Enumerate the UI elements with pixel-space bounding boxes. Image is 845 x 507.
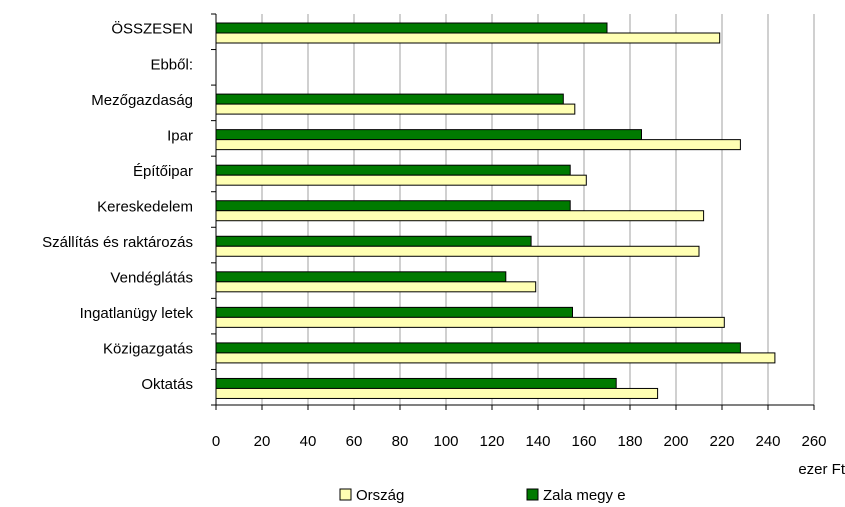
bar-zala [215,306,573,318]
bar-orszag [215,174,587,186]
x-tick-label: 200 [663,433,688,450]
legend-label: Zala megy e [543,487,626,504]
bar-zala [215,164,571,176]
bar-zala [215,342,741,354]
category-label: Ipar [167,127,193,144]
bar-zala [215,271,507,283]
bar-orszag [215,245,700,257]
bar-orszag [215,387,659,399]
x-tick-label: 160 [571,433,596,450]
category-label: Ingatlanügy letek [80,305,194,322]
bar-orszag [215,210,705,222]
x-tick-label: 140 [525,433,550,450]
x-tick-label: 20 [254,433,271,450]
bar-orszag [215,316,725,328]
category-label: ÖSSZESEN [111,20,193,38]
bar-orszag [215,103,576,115]
x-tick-label: 180 [617,433,642,450]
x-tick-label: 40 [300,433,317,450]
category-label: Oktatás [141,376,193,393]
category-label: Építőipar [133,163,193,180]
bar-orszag [215,352,776,364]
x-tick-label: 260 [801,433,826,450]
bar-zala [215,129,642,141]
bar-zala [215,377,617,389]
bars [215,22,776,399]
x-axis-unit: ezer Ft [798,461,845,478]
x-tick-label: 80 [392,433,409,450]
category-label: Mezőgazdaság [91,92,193,109]
category-label: Vendéglátás [110,270,193,287]
x-tick-label: 60 [346,433,363,450]
x-tick-label: 100 [433,433,458,450]
category-label: Közigazgatás [103,341,193,358]
bar-orszag [215,281,537,293]
category-label: Szállítás és raktározás [42,234,193,251]
bar-zala [215,93,564,105]
legend: Ország Zala megy e [339,487,626,504]
bar-zala [215,200,571,212]
x-tick-label: 0 [212,433,220,450]
axes [211,13,815,410]
x-tick-label: 120 [479,433,504,450]
legend-label: Ország [356,487,404,504]
bar-orszag [215,139,741,151]
bar-zala [215,22,608,34]
category-label: Ebből: [150,56,193,73]
legend-swatch [339,488,352,501]
legend-swatch [526,488,539,501]
x-tick-label: 240 [755,433,780,450]
x-tick-labels: 0 20 40 60 80 100 120 140 160 180 200 220 240 260 [212,433,827,450]
category-labels: ÖSSZESEN Ebből: Mezőgazdaság Ipar Építőipar K… [42,20,193,393]
bar-zala [215,235,532,247]
category-label: Kereskedelem [97,198,193,215]
x-tick-label: 220 [709,433,734,450]
bar-orszag [215,32,721,44]
